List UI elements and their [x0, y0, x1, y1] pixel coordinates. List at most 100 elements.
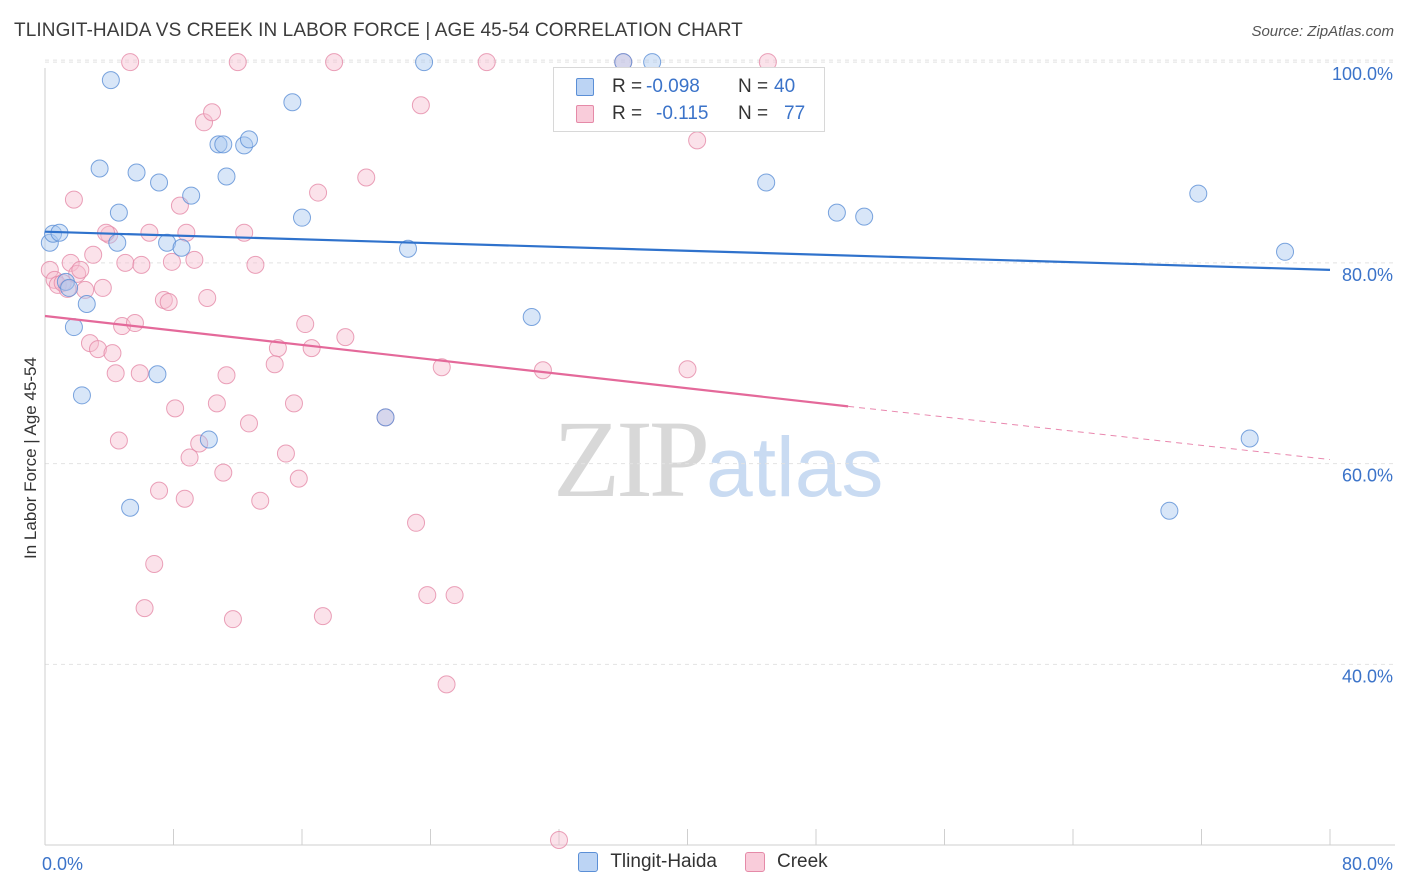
legend-n-label: N = [738, 76, 769, 97]
legend-item-label: Creek [776, 851, 828, 872]
creek-point [251, 491, 270, 510]
creek-point [313, 607, 332, 626]
axes [44, 68, 1395, 846]
tlingit-haida-point [199, 430, 218, 449]
tlingit-haida-point [1276, 242, 1295, 261]
series-legend: Tlingit-Haida Creek [0, 851, 1406, 873]
creek-point [140, 223, 159, 242]
tlingit-haida-point [1160, 501, 1179, 520]
creek-point [407, 513, 426, 532]
tlingit-haida-point [108, 233, 127, 252]
tlingit-haida-point [1240, 429, 1259, 448]
trend-lines [44, 230, 1331, 461]
creek-point [302, 339, 321, 358]
creek-point [64, 190, 83, 209]
creek-point [239, 414, 258, 433]
creek-point [185, 250, 204, 269]
grid-lines [45, 59, 1395, 665]
tlingit-haida-swatch [576, 78, 594, 96]
legend-r-label: R = [612, 76, 643, 97]
creek-point [309, 183, 328, 202]
creek-point [132, 255, 151, 274]
creek-point [296, 315, 315, 334]
tlingit-haida-point [283, 93, 302, 112]
tlingit-haida-point [376, 408, 395, 427]
legend-item-label: Tlingit-Haida [610, 851, 717, 872]
creek-point [71, 260, 90, 279]
source-credit: Source: ZipAtlas.com [1251, 23, 1394, 40]
legend-n-value: 40 [774, 76, 796, 97]
tlingit-haida-point [150, 173, 169, 192]
creek-points [40, 53, 777, 849]
creek-trend-line [44, 314, 849, 408]
y-tick-label: 60.0% [1342, 466, 1393, 486]
y-tick-label: 80.0% [1342, 265, 1393, 285]
creek-point [162, 252, 181, 271]
tlingit-haida-point [235, 136, 254, 155]
creek-point [150, 481, 169, 500]
creek-point [276, 444, 295, 463]
tlingit-haida-point [757, 173, 776, 192]
y-tick-label: 40.0% [1342, 666, 1393, 686]
tlingit-haida-point [827, 203, 846, 222]
creek-point [170, 196, 189, 215]
creek-point [180, 448, 199, 467]
tlingit-haida-point [121, 498, 140, 517]
tlingit-haida-point [60, 278, 79, 297]
legend-n-label: N = [738, 103, 769, 124]
creek-point [130, 364, 149, 383]
creek-point [135, 599, 154, 618]
creek-point [678, 360, 697, 379]
creek-point [145, 554, 164, 573]
tlingit-haida-point [1189, 184, 1208, 203]
creek-point [477, 53, 496, 72]
creek-point [61, 253, 80, 272]
tlingit-haida-point [209, 135, 228, 154]
creek-point [533, 361, 552, 380]
creek-point [93, 278, 112, 297]
creek-point [432, 358, 451, 377]
creek-point [411, 96, 430, 115]
tlingit-haida-point [90, 159, 109, 178]
creek-point [214, 463, 233, 482]
watermark-zip: ZIP [553, 398, 710, 520]
legend-item-creek: Creek [744, 851, 828, 873]
creek-point [166, 399, 185, 418]
creek-point [437, 675, 456, 694]
legend-item-tlingit-haida: Tlingit-Haida [578, 851, 717, 873]
creek-point [198, 288, 217, 307]
chart-title: TLINGIT-HAIDA VS CREEK IN LABOR FORCE | … [14, 20, 743, 41]
creek-point [223, 610, 242, 629]
tlingit-haida-point [855, 207, 874, 226]
creek-point [688, 131, 707, 150]
legend-r-value: -0.115 [656, 103, 709, 124]
tlingit-haida-point [72, 386, 91, 405]
watermark-atlas: atlas [706, 420, 884, 514]
creek-point [125, 314, 144, 333]
creek-point [203, 103, 222, 122]
creek-point [106, 364, 125, 383]
tlingit-haida-point [399, 239, 418, 258]
tlingit-haida-point [522, 308, 541, 327]
creek-point [445, 586, 464, 605]
creek-point [550, 830, 568, 849]
creek-point [121, 53, 140, 72]
legend-row-creek: R = -0.115 N = 77 [576, 101, 805, 127]
legend-row-tlingit-haida: R = -0.098 N = 40 [576, 74, 795, 100]
creek-point [336, 328, 355, 347]
creek-point [325, 53, 344, 72]
tlingit-haida-point [182, 186, 201, 205]
legend-n-value: 77 [784, 103, 806, 124]
legend-r-label: R = [612, 103, 643, 124]
tlingit-haida-point [109, 203, 128, 222]
watermark: ZIPatlas [553, 395, 883, 523]
creek-point [284, 394, 303, 413]
creek-point [246, 255, 265, 274]
tlingit-haida-point [239, 130, 258, 149]
y-axis-label: In Labor Force | Age 45-54 [21, 357, 40, 559]
creek-point [84, 245, 103, 264]
creek-point [265, 355, 284, 374]
creek-point [217, 366, 236, 385]
creek-point [207, 394, 226, 413]
creek-trend-extension [848, 405, 1331, 461]
